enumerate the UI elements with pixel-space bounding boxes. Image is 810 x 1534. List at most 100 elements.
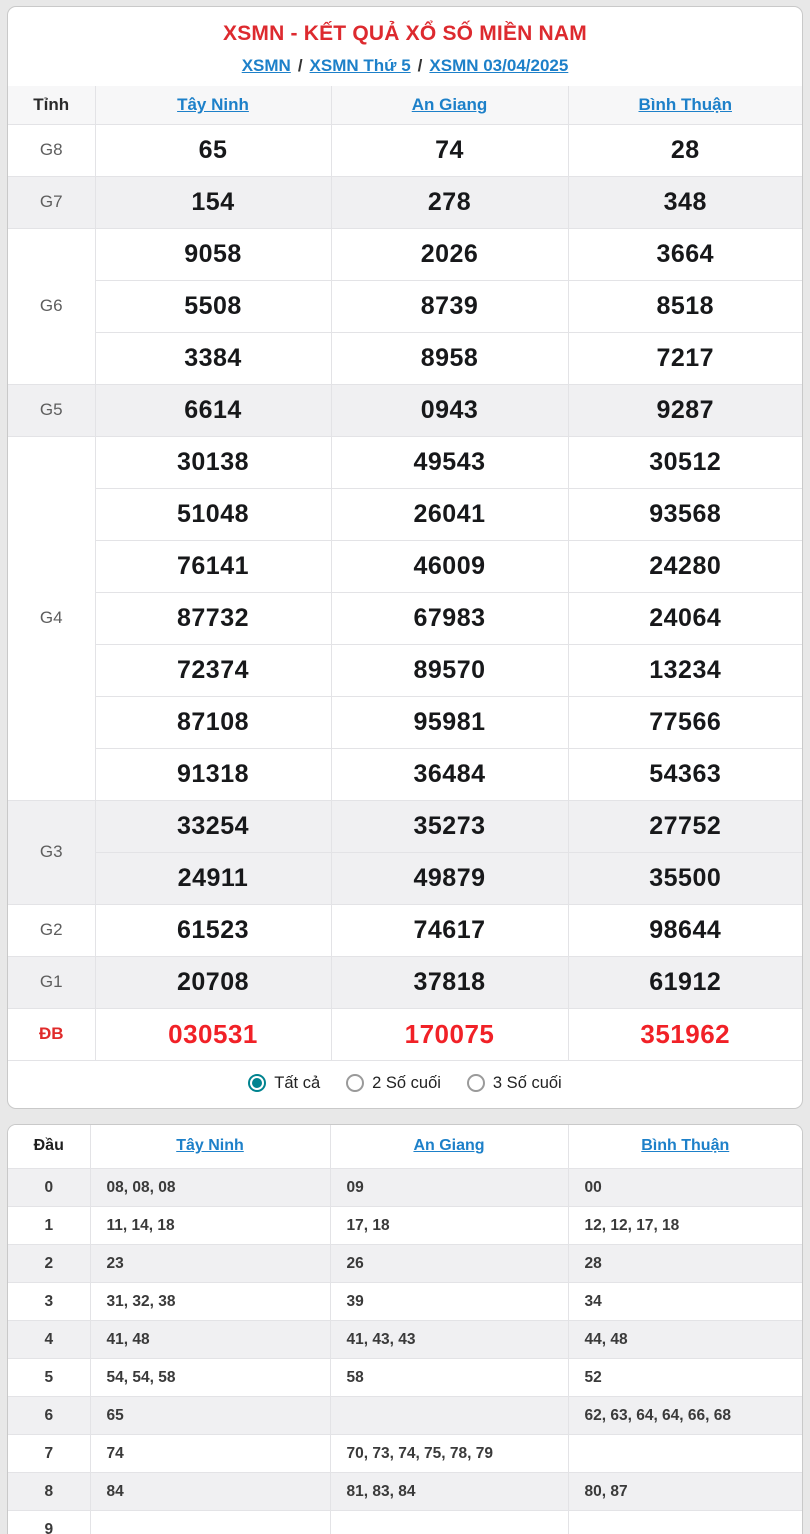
tails-row-1: 1 11, 14, 18 17, 18 12, 12, 17, 18 xyxy=(8,1206,802,1245)
tail-values: 31, 32, 38 xyxy=(89,1282,331,1321)
result-number: 74617 xyxy=(330,903,569,957)
radio-unselected-icon[interactable] xyxy=(466,1074,485,1092)
result-number: 7217 xyxy=(567,331,802,385)
tail-values: 17, 18 xyxy=(329,1206,569,1245)
tails-card: Đầu Tây Ninh An Giang Bình Thuận 0 08, 0… xyxy=(7,1123,803,1534)
result-number: 93568 xyxy=(567,487,802,541)
prize-row-g4: 87108 95981 77566 xyxy=(8,695,802,749)
result-number: 0943 xyxy=(330,383,569,437)
result-number: 67983 xyxy=(330,591,569,645)
prize-label-g5: G5 xyxy=(8,383,96,437)
prize-label-g1: G1 xyxy=(8,955,96,1009)
result-number: 91318 xyxy=(95,747,332,801)
tail-digit: 0 xyxy=(8,1168,91,1207)
breadcrumb-link-xsmn-date[interactable]: XSMN 03/04/2025 xyxy=(429,56,569,75)
prize-row-g2: G2 61523 74617 98644 xyxy=(8,903,802,957)
tail-values: 28 xyxy=(567,1244,802,1283)
tail-values: 00 xyxy=(567,1168,802,1207)
result-number: 77566 xyxy=(567,695,802,749)
filter-option-2-digits[interactable]: 2 Số cuối xyxy=(346,1074,441,1093)
prize-row-g4: G4 30138 49543 30512 xyxy=(8,435,802,801)
tail-values: 41, 43, 43 xyxy=(329,1320,569,1359)
result-number: 8958 xyxy=(330,331,569,385)
prize-label-g4: G4 xyxy=(8,435,96,801)
province-link-tay-ninh[interactable]: Tây Ninh xyxy=(177,94,249,114)
tail-values: 11, 14, 18 xyxy=(89,1206,331,1245)
tails-row-7: 7 74 70, 73, 74, 75, 78, 79 xyxy=(8,1434,802,1473)
special-prize-number: 351962 xyxy=(567,1007,802,1061)
tail-digit: 9 xyxy=(8,1510,91,1534)
radio-unselected-icon[interactable] xyxy=(346,1074,365,1092)
province-link-binh-thuan[interactable]: Bình Thuận xyxy=(641,1137,730,1155)
tail-values: 26 xyxy=(329,1244,569,1283)
tail-digit: 4 xyxy=(8,1320,91,1359)
tail-digit: 2 xyxy=(8,1244,91,1283)
prize-row-g5: G5 6614 0943 9287 xyxy=(8,383,802,437)
tails-province-header-tay-ninh: Tây Ninh xyxy=(89,1124,331,1169)
result-number: 20708 xyxy=(94,955,332,1009)
result-number: 3664 xyxy=(567,227,802,281)
result-number: 37818 xyxy=(330,955,569,1009)
tail-values: 09 xyxy=(329,1168,569,1207)
result-number: 98644 xyxy=(567,903,802,957)
prize-row-g1: G1 20708 37818 61912 xyxy=(8,955,802,1009)
result-number: 8518 xyxy=(567,279,802,333)
result-number: 35500 xyxy=(567,851,802,905)
tail-values: 41, 48 xyxy=(89,1320,331,1359)
result-number: 61912 xyxy=(567,955,802,1009)
prize-row-g4: 72374 89570 13234 xyxy=(8,643,802,697)
result-number: 35273 xyxy=(330,799,569,853)
province-link-an-giang[interactable]: An Giang xyxy=(411,94,488,114)
tails-row-3: 3 31, 32, 38 39 34 xyxy=(8,1282,802,1321)
prize-label-g3: G3 xyxy=(8,799,96,905)
tail-values xyxy=(567,1434,802,1473)
result-number: 89570 xyxy=(330,643,569,697)
tails-row-9: 9 xyxy=(8,1510,802,1534)
result-number: 95981 xyxy=(330,695,569,749)
prize-row-g8: G8 65 74 28 xyxy=(8,123,802,177)
result-number: 24064 xyxy=(567,591,802,645)
breadcrumb-link-xsmn[interactable]: XSMN xyxy=(241,56,291,75)
tail-values: 39 xyxy=(329,1282,569,1321)
breadcrumb-link-xsmn-thu5[interactable]: XSMN Thứ 5 xyxy=(309,56,411,75)
prize-row-g4: 76141 46009 24280 xyxy=(8,539,802,593)
tails-header-row: Đầu Tây Ninh An Giang Bình Thuận xyxy=(8,1124,802,1169)
tail-values xyxy=(329,1510,569,1534)
result-number: 13234 xyxy=(567,643,802,697)
tail-values: 84 xyxy=(89,1472,331,1511)
tail-values: 23 xyxy=(89,1244,331,1283)
tail-digit: 1 xyxy=(8,1206,91,1245)
prize-row-g3: 24911 49879 35500 xyxy=(8,851,802,905)
tail-values: 54, 54, 58 xyxy=(89,1358,331,1397)
results-corner-header: Tỉnh xyxy=(8,86,96,125)
province-link-binh-thuan[interactable]: Bình Thuận xyxy=(638,94,732,114)
tail-values: 70, 73, 74, 75, 78, 79 xyxy=(329,1434,569,1473)
last-digits-filter: Tất cả 2 Số cuối 3 Số cuối xyxy=(8,1061,802,1108)
result-number: 9287 xyxy=(567,383,802,437)
tail-values: 58 xyxy=(329,1358,569,1397)
tails-row-0: 0 08, 08, 08 09 00 xyxy=(8,1168,802,1207)
tails-row-8: 8 84 81, 83, 84 80, 87 xyxy=(8,1472,802,1511)
result-number: 87108 xyxy=(95,695,332,749)
province-link-tay-ninh[interactable]: Tây Ninh xyxy=(176,1137,244,1155)
result-number: 49543 xyxy=(330,435,569,489)
prize-row-g6: 5508 8739 8518 xyxy=(8,279,802,333)
results-header-row: Tỉnh Tây Ninh An Giang Bình Thuận xyxy=(8,86,802,125)
filter-option-all[interactable]: Tất cả xyxy=(248,1074,320,1093)
result-number: 49879 xyxy=(330,851,569,905)
tail-values: 80, 87 xyxy=(567,1472,802,1511)
tail-values: 34 xyxy=(567,1282,802,1321)
result-number: 348 xyxy=(567,175,802,229)
tail-digit: 5 xyxy=(8,1358,91,1397)
tails-row-6: 6 65 62, 63, 64, 64, 66, 68 xyxy=(8,1396,802,1435)
prize-row-db: ĐB 030531 170075 351962 xyxy=(8,1007,802,1061)
results-card: XSMN - KẾT QUẢ XỔ SỐ MIỀN NAM XSMN / XSMN … xyxy=(7,6,803,1109)
tail-values xyxy=(567,1510,802,1534)
result-number: 72374 xyxy=(95,643,332,697)
filter-option-3-digits[interactable]: 3 Số cuối xyxy=(466,1074,562,1093)
radio-selected-icon[interactable] xyxy=(248,1074,267,1092)
special-prize-number: 170075 xyxy=(330,1007,569,1061)
province-link-an-giang[interactable]: An Giang xyxy=(413,1137,485,1155)
result-number: 24911 xyxy=(95,851,332,905)
result-number: 33254 xyxy=(94,799,332,853)
